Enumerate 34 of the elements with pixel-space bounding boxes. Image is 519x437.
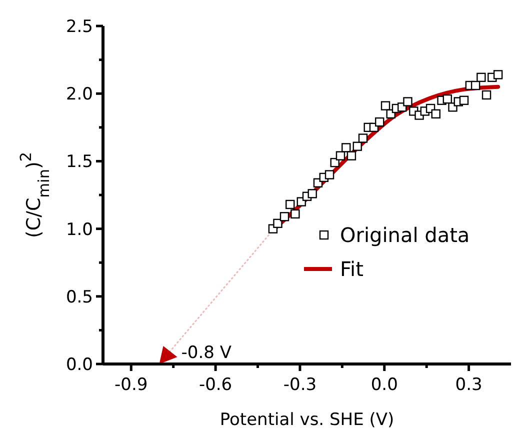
point	[470, 80, 480, 90]
point	[431, 109, 440, 118]
point	[308, 189, 317, 198]
y-tick-label: 1.0	[66, 220, 93, 240]
point	[286, 200, 295, 210]
point	[336, 151, 346, 160]
x-tick-label: -0.3	[283, 375, 317, 395]
point	[493, 70, 503, 80]
point	[273, 218, 282, 228]
y-tick-label: 2.0	[66, 84, 93, 105]
point	[280, 212, 290, 222]
point	[374, 117, 384, 127]
point	[442, 94, 452, 104]
x-tick-label: -0.6	[198, 375, 232, 395]
x-tick-label: 0.3	[455, 375, 482, 395]
x-tick-label: -0.9	[114, 375, 148, 395]
point	[290, 209, 300, 219]
point	[352, 142, 362, 151]
point	[358, 134, 368, 143]
point	[459, 96, 469, 105]
legend-label: Original data	[340, 223, 470, 247]
y-tick-label: 0.5	[66, 287, 93, 308]
point	[346, 151, 356, 160]
y-tick-label: 2.5	[66, 17, 93, 37]
point	[324, 170, 334, 180]
annotation: -0.8 V	[181, 343, 232, 363]
point	[380, 101, 390, 110]
point	[482, 90, 492, 100]
legend-label: Fit	[340, 257, 364, 281]
x-axis-title: Potential vs. SHE (V)	[220, 410, 394, 430]
y-tick-label: 1.5	[66, 152, 93, 172]
x-tick-label: 0.0	[370, 375, 398, 395]
y-tick-label: 0.0	[66, 355, 93, 375]
point	[403, 97, 412, 106]
